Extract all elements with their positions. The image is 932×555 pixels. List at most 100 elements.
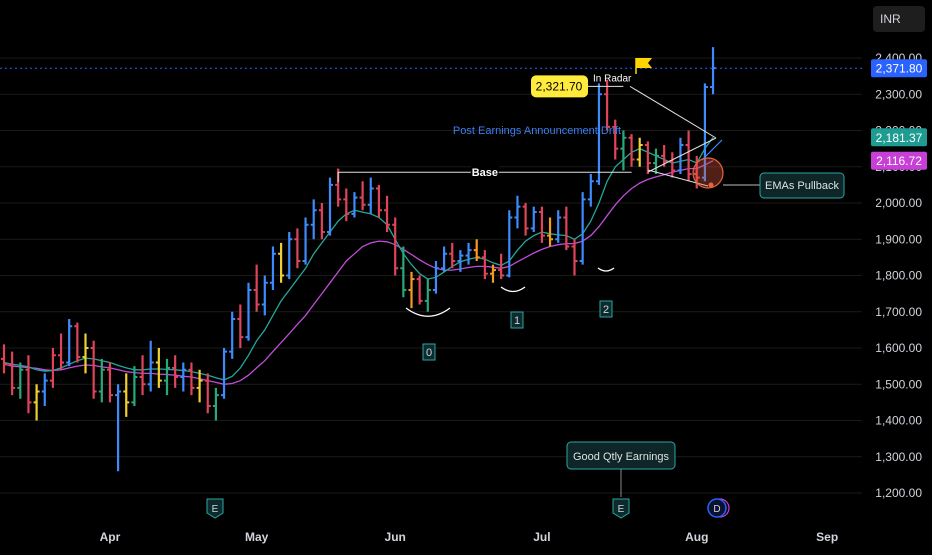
price-tag-last <box>871 59 927 78</box>
ohlc-bar <box>661 145 668 167</box>
price-tag-ema_slow <box>871 151 927 170</box>
cup-arc-0 <box>405 307 451 317</box>
cup-label-2-box <box>599 300 613 318</box>
x-tick-label: May <box>245 530 269 544</box>
ohlc-bar <box>620 130 627 171</box>
ohlc-bar <box>294 228 301 269</box>
ohlc-bar <box>172 355 179 388</box>
ohlc-bar <box>392 217 399 276</box>
ohlc-bar <box>286 232 293 280</box>
ohlc-bar <box>196 369 203 403</box>
ohlc-bar <box>131 366 138 406</box>
wedge-upper <box>629 85 717 139</box>
ohlc-bar <box>221 348 228 399</box>
ohlc-bar <box>424 279 431 312</box>
ohlc-bars <box>1 47 717 472</box>
y-tick-label: 1,700.00 <box>875 305 922 319</box>
drift-arrow <box>701 139 723 161</box>
ohlc-bar <box>98 358 105 403</box>
ohlc-bar <box>327 177 333 236</box>
y-tick-label: 1,900.00 <box>875 232 922 246</box>
price-tag-ema_fast-label: 2,181.37 <box>876 131 923 145</box>
cup-arc-1 <box>500 286 526 293</box>
drift-label: Post Earnings Announcement Drift <box>453 125 621 137</box>
ohlc-bar <box>302 217 309 265</box>
ohlc-bar <box>90 340 97 399</box>
ohlc-bar <box>432 261 439 294</box>
ohlc-bar <box>587 174 594 207</box>
ohlc-bar <box>188 362 195 396</box>
ohlc-bar <box>237 304 244 348</box>
y-tick-label: 2,000.00 <box>875 196 922 210</box>
x-tick-label: Jul <box>533 530 550 544</box>
ohlc-bar <box>514 195 521 229</box>
ohlc-bar <box>25 355 32 414</box>
ohlc-bar <box>449 242 456 269</box>
ohlc-bar <box>147 340 154 392</box>
base-label-bg <box>470 165 499 180</box>
ohlc-bar <box>310 199 317 240</box>
earnings-event-may: E <box>212 504 219 515</box>
ohlc-bar <box>164 358 170 396</box>
y-tick-label: 1,400.00 <box>875 414 922 428</box>
ohlc-bar <box>530 206 537 232</box>
y-tick-label: 1,500.00 <box>875 377 922 391</box>
ohlc-bar <box>384 195 391 232</box>
ohlc-bar <box>400 246 407 298</box>
ohlc-bar <box>375 184 382 218</box>
ohlc-bar <box>644 141 651 174</box>
ohlc-bar <box>628 134 635 167</box>
ohlc-bar <box>269 246 276 290</box>
y-axis: 1,200.00 1,300.00 1,400.00 1,500.00 1,600.00… <box>875 51 922 500</box>
ohlc-bar <box>49 348 56 388</box>
ohlc-bar <box>701 83 708 182</box>
ohlc-bar <box>115 384 122 472</box>
ema-fast-line <box>3 137 714 381</box>
y-tick-label: 1,200.00 <box>875 486 922 500</box>
ohlc-bar <box>555 210 562 243</box>
ohlc-bar <box>465 242 472 265</box>
base-label: Base <box>472 167 498 179</box>
emas-pullback-box <box>759 172 845 199</box>
in-radar-price-box <box>531 75 588 98</box>
cup-label-1: 1 <box>514 315 520 327</box>
ohlc-bar <box>253 264 260 312</box>
ohlc-bar <box>481 250 488 280</box>
ohlc-bar <box>685 130 692 182</box>
pullback-circle <box>692 157 724 189</box>
ohlc-bar <box>245 282 252 341</box>
price-tag-ema_fast <box>871 128 927 147</box>
ohlc-bar <box>457 250 464 272</box>
ohlc-bar <box>669 152 676 178</box>
x-axis: Apr May Jun Jul Aug Sep <box>100 530 839 544</box>
x-tick-label: Aug <box>685 530 708 544</box>
ohlc-bar <box>408 271 415 309</box>
ohlc-bar <box>547 217 554 247</box>
ema-lines <box>3 137 714 385</box>
cup-arc-2 <box>597 267 615 272</box>
wedge-base <box>647 169 709 187</box>
ohlc-bar <box>612 119 619 160</box>
ohlc-bar <box>82 333 89 374</box>
ohlc-bar <box>595 83 602 185</box>
ohlc-bar <box>571 239 578 276</box>
ohlc-bar <box>506 210 513 278</box>
ohlc-bar <box>710 47 717 95</box>
x-tick-label: Sep <box>816 530 838 544</box>
flag-icon <box>636 58 652 68</box>
ohlc-bar <box>123 373 130 417</box>
cup-label-0: 0 <box>426 347 432 359</box>
ohlc-bar <box>604 79 611 131</box>
x-tick-label: Jun <box>385 530 406 544</box>
ohlc-bar <box>74 322 81 363</box>
currency-selector[interactable]: INR <box>873 6 925 32</box>
ema-slow-line <box>3 160 714 385</box>
y-tick-label: 1,800.00 <box>875 269 922 283</box>
price-tag-last-label: 2,371.80 <box>876 62 923 76</box>
earnings-event-aug-shape <box>612 498 630 519</box>
x-tick-label: Apr <box>100 530 121 544</box>
grid <box>0 57 862 494</box>
earnings-callout-label: Good Qtly Earnings <box>573 451 669 463</box>
wedge-lower <box>647 137 717 173</box>
